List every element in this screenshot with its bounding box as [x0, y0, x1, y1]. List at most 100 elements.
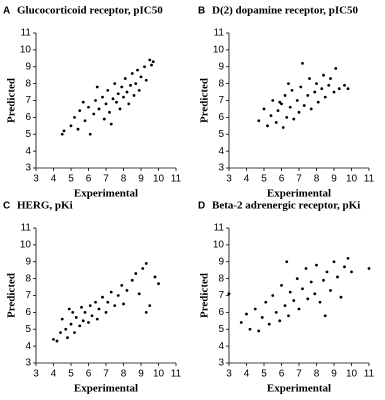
point [143, 65, 146, 69]
point [88, 304, 92, 308]
point [287, 314, 290, 318]
point [125, 90, 129, 94]
point [318, 300, 322, 304]
x-tick-label: 4 [51, 369, 57, 380]
x-tick-label: 3 [226, 369, 232, 380]
point [262, 107, 266, 111]
point [109, 122, 113, 126]
point [271, 99, 275, 102]
y-tick-label: 6 [218, 112, 224, 123]
point [350, 270, 353, 274]
point [346, 87, 350, 91]
y-tick-label: 5 [25, 129, 31, 140]
point [115, 100, 118, 104]
point [67, 307, 71, 311]
point [313, 90, 317, 94]
point [271, 294, 275, 297]
point [285, 115, 289, 119]
x-axis-label: Experimental [74, 383, 138, 395]
point [130, 72, 134, 75]
point [120, 85, 124, 89]
x-axis-label: Experimental [267, 383, 331, 395]
point [109, 290, 113, 294]
y-tick-label: 4 [25, 341, 31, 352]
y-axis-label: Predicted [6, 78, 18, 123]
point [329, 289, 332, 292]
point [141, 267, 145, 270]
y-tick-label: 4 [218, 341, 224, 352]
x-tick-label: 9 [138, 369, 144, 380]
point [153, 275, 157, 279]
point [301, 61, 304, 65]
point [322, 73, 325, 77]
y-tick-label: 4 [25, 146, 31, 157]
point [94, 300, 97, 304]
point [64, 327, 68, 331]
point [269, 114, 273, 118]
point [325, 270, 329, 274]
x-tick-label: 9 [331, 174, 337, 185]
x-tick-label: 4 [51, 174, 57, 185]
point [69, 322, 73, 326]
x-tick-label: 8 [121, 174, 127, 185]
point [260, 316, 264, 319]
point [332, 90, 336, 94]
point [257, 119, 261, 123]
point [113, 304, 117, 308]
point [122, 95, 125, 99]
point [280, 102, 283, 106]
x-tick-label: 5 [261, 174, 267, 185]
point [71, 310, 75, 314]
y-axis-label: Predicted [6, 273, 18, 318]
point [123, 77, 127, 80]
point [73, 331, 76, 335]
point [78, 324, 82, 328]
y-tick-label: 5 [218, 129, 224, 140]
point [257, 329, 261, 333]
panel-letter: B [198, 6, 205, 17]
y-tick-label: 5 [25, 324, 31, 335]
point [94, 99, 97, 102]
point [104, 310, 108, 314]
panel-title: HERG, pKi [17, 200, 73, 212]
point [97, 107, 101, 111]
y-tick-label: 8 [218, 273, 224, 284]
point [309, 107, 313, 111]
y-tick-label: 9 [218, 256, 224, 267]
point [332, 260, 336, 264]
point [297, 307, 301, 311]
y-tick-label: 6 [218, 307, 224, 318]
x-tick-label: 7 [296, 174, 302, 185]
x-tick-label: 6 [279, 369, 285, 380]
y-tick-label: 11 [214, 28, 225, 39]
point [125, 289, 129, 292]
x-tick-label: 8 [314, 174, 320, 185]
panel-title: Glucocorticoid receptor, pIC50 [17, 5, 163, 17]
point [287, 82, 290, 86]
x-tick-label: 5 [68, 174, 74, 185]
point [60, 132, 64, 136]
point [104, 102, 108, 106]
point [299, 85, 303, 89]
point [52, 337, 55, 341]
point [323, 95, 327, 99]
x-tick-label: 11 [171, 174, 182, 185]
y-tick-label: 10 [20, 240, 32, 251]
point [323, 314, 327, 318]
point [334, 67, 338, 70]
point [227, 292, 231, 296]
y-tick-label: 8 [25, 78, 31, 89]
point [59, 331, 62, 335]
point [283, 94, 287, 97]
point [315, 263, 318, 267]
point [285, 260, 289, 264]
point [144, 78, 148, 82]
x-axis-label: Experimental [267, 188, 331, 200]
point [78, 109, 82, 113]
point [81, 100, 85, 104]
y-tick-label: 7 [218, 290, 224, 301]
point [367, 267, 371, 270]
point [148, 58, 152, 62]
point [313, 292, 317, 296]
y-tick-label: 11 [21, 223, 32, 234]
